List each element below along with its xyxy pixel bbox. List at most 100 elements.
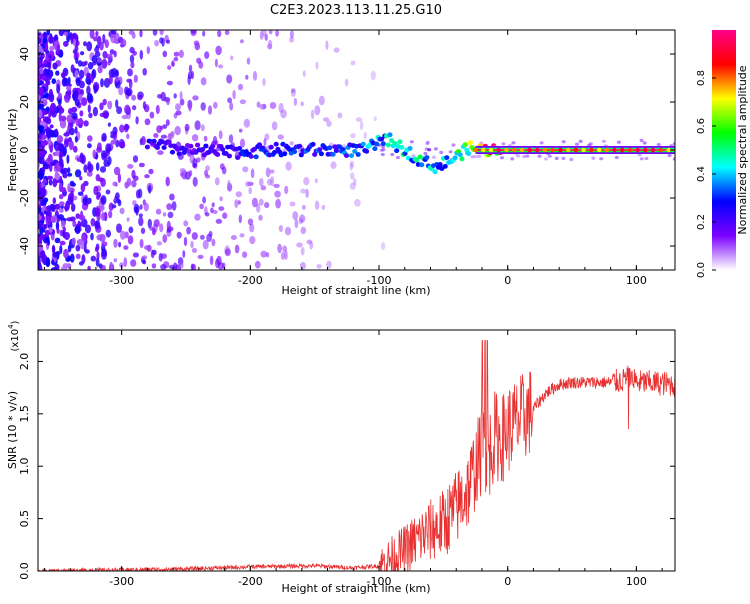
spectrogram-speckle (109, 49, 115, 55)
snr-y-tick-label: 0.0 (18, 562, 31, 580)
spectrogram-speckle (87, 143, 92, 149)
spectrogram-speckle (196, 57, 202, 64)
spectrogram-speckle (235, 191, 242, 198)
carrier-trace-point (407, 146, 413, 151)
spectrogram-speckle (138, 162, 145, 168)
spectrogram-speckle (65, 83, 72, 88)
spectrogram-speckle (70, 253, 75, 263)
spectrogram-speckle (616, 140, 621, 144)
spectrogram-speckle (100, 195, 107, 205)
spectrogram-speckle (251, 197, 258, 208)
carrier-trace-point (310, 141, 316, 147)
spectrogram-speckle (94, 51, 101, 58)
spectrogram-speckle (205, 165, 211, 172)
spectrogram-speckle (68, 140, 74, 151)
spectrogram-speckle (239, 138, 246, 148)
spectrogram-speckle (284, 185, 289, 195)
spectrogram-speckle (268, 39, 273, 50)
spectrogram-speckle (214, 58, 218, 68)
spectrogram-speckle (98, 263, 103, 269)
spectrogram-speckle (599, 157, 604, 161)
carrier-trace-point (360, 141, 366, 147)
spectrogram-speckle (59, 118, 67, 129)
spectrogram-speckle (86, 41, 93, 52)
snr-x-axis-label: Height of straight line (km) (281, 582, 430, 595)
spectrogram-speckle (199, 203, 204, 210)
spectrogram-speckle (60, 168, 66, 175)
carrier-trace-point (144, 144, 150, 150)
spectrogram-speckle (190, 30, 197, 34)
spectrogram-speckle (95, 221, 99, 228)
spectrogram-speckle (203, 135, 208, 142)
carrier-trace-point (154, 145, 160, 151)
spectrogram-speckle (190, 70, 195, 80)
spectrogram-speckle (176, 231, 182, 239)
carrier-trace-point (348, 153, 355, 159)
carrier-trace-point (527, 147, 532, 153)
spectrogram-speckle (260, 185, 267, 191)
spectrogram-speckle (75, 213, 81, 219)
spectrogram-speckle (396, 155, 400, 160)
snr-x-tick-label: -200 (238, 575, 263, 588)
spectrogram-speckle (107, 122, 111, 127)
spectrogram-speckle (115, 99, 119, 109)
spectrogram-speckle (126, 177, 132, 187)
spectrogram-speckle (305, 188, 309, 198)
spectrogram-speckle (54, 172, 61, 181)
spectrogram-speckle (141, 255, 148, 260)
carrier-trace-point (256, 142, 263, 148)
spectrogram-speckle (95, 162, 100, 172)
carrier-trace-point (419, 162, 425, 168)
spectrogram-speckle (204, 212, 210, 217)
spectrogram-speckle (667, 153, 672, 158)
spectrogram-speckle (58, 158, 64, 167)
spectrogram-speckle (264, 133, 270, 141)
spectrogram-speckle (79, 176, 83, 181)
spectrogram-speckle (59, 186, 67, 193)
spectrogram-speckle (147, 218, 152, 229)
spectrogram-speckle (126, 133, 130, 140)
spectrogram-speckle (149, 226, 154, 231)
spectrogram-speckle (381, 242, 386, 250)
spectrogram-speckle (224, 30, 230, 36)
spectrogram-speckle (322, 117, 330, 122)
carrier-trace-point (374, 141, 380, 147)
spectrogram-speckle (74, 169, 82, 178)
spectrogram-speckle (155, 208, 162, 215)
spectrogram-speckle (214, 177, 220, 186)
snr-frame (37, 329, 676, 572)
spectrogram-speckle (38, 109, 43, 119)
spectrogram-speckle (56, 135, 64, 144)
spectrogram-speckle (373, 116, 377, 122)
spectrogram-speckle (148, 184, 152, 194)
spectrogram-speckle (40, 187, 47, 198)
spectrogram-speckle (298, 218, 304, 225)
spectrogram-speckle (101, 132, 107, 142)
spectrogram-speckle (314, 200, 320, 210)
spectrogram-speckle (212, 209, 218, 215)
spectrogram-speckle (83, 120, 89, 127)
spectrogram-speckle (261, 30, 267, 37)
spectrogram-speckle (57, 92, 63, 101)
spectrogram-speckle (289, 30, 294, 39)
spectrogram-speckle (353, 178, 357, 186)
spectrogram-speckle (510, 157, 515, 161)
spectrogram-speckle (411, 154, 416, 158)
carrier-trace-point (658, 147, 663, 153)
spectrogram-speckle (239, 233, 245, 238)
spectrogram-speckle (116, 106, 123, 115)
spectrogram-speckle (294, 218, 299, 229)
spectrogram-speckle (161, 37, 165, 47)
spectrogram-speckle (133, 203, 140, 214)
spectrogram-speckle (133, 74, 138, 83)
spectrogram-speckle (242, 251, 248, 258)
spectrogram-speckle (139, 204, 143, 210)
spectrogram-speckle (131, 105, 137, 111)
spectrogram-speckle (537, 154, 542, 158)
spectrogram-speckle (67, 76, 71, 85)
spectrogram-speckle (299, 214, 306, 223)
spectrogram-speckle (59, 175, 63, 186)
spectrogram-speckle (258, 198, 264, 206)
spectrogram-speckle (113, 166, 121, 176)
carrier-trace-point (519, 147, 525, 153)
